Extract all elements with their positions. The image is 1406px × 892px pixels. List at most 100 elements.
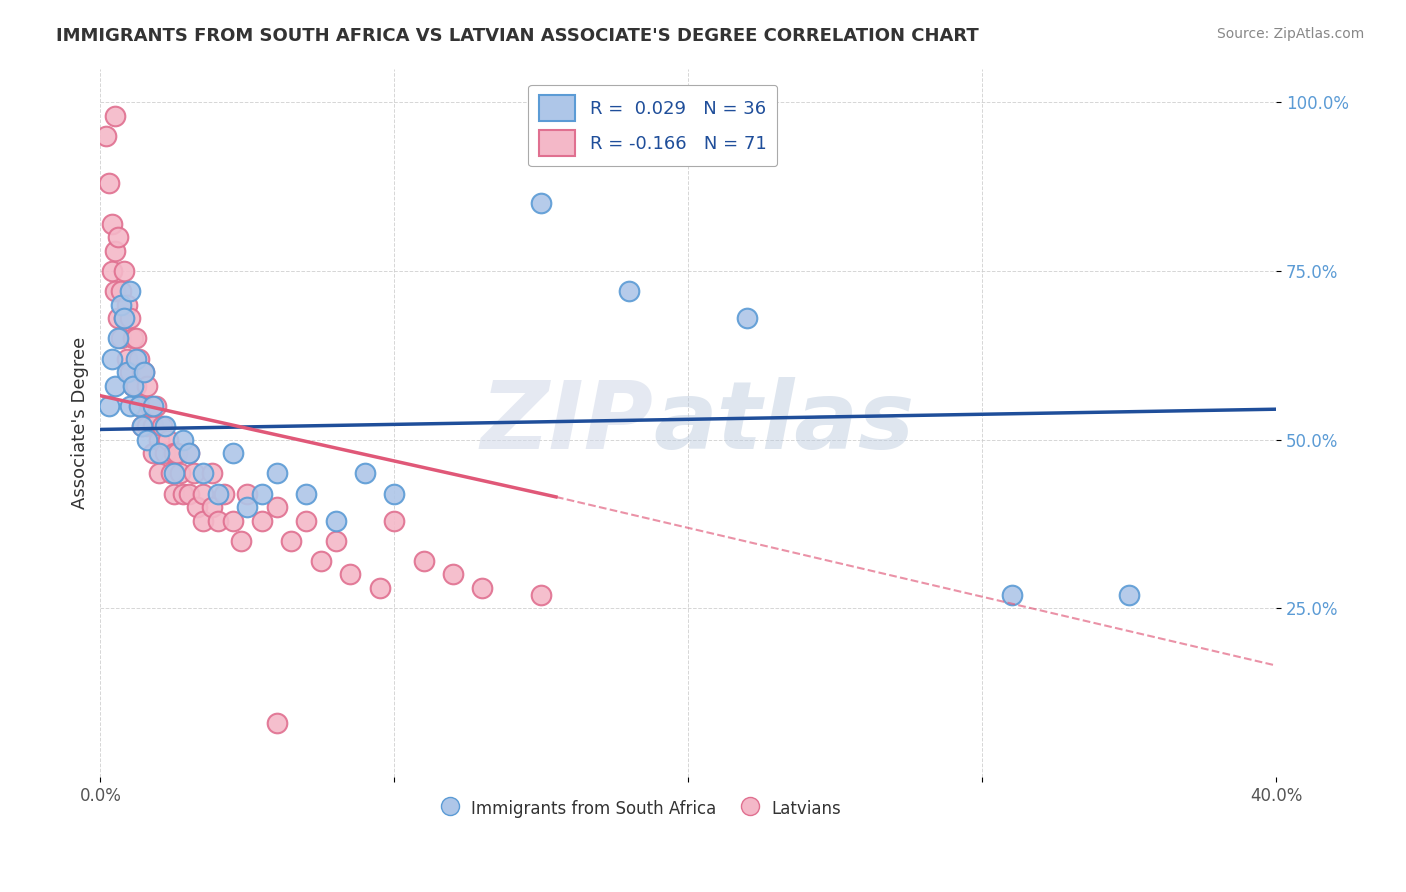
Point [98,176,121,190]
Point [735,311,758,326]
Point [163,467,186,481]
Point [368,581,391,595]
Point [212,486,235,500]
Point [131,365,153,379]
Point [266,500,288,514]
Point [266,467,288,481]
Point [193,467,215,481]
Point [163,446,186,460]
Point [177,486,200,500]
Point [183,467,205,481]
Legend: Immigrants from South Africa, Latvians: Immigrants from South Africa, Latvians [434,791,848,825]
Point [166,446,188,460]
Point [104,378,127,392]
Point [530,196,553,211]
Point [177,446,200,460]
Point [98,399,121,413]
Point [250,486,273,500]
Point [169,467,191,481]
Point [107,311,129,326]
Point [295,486,318,500]
Point [150,419,173,434]
Point [115,365,138,379]
Point [124,351,146,366]
Point [104,244,127,258]
Point [124,331,146,345]
Point [153,419,176,434]
Point [121,331,143,345]
Point [134,365,156,379]
Point [96,128,118,143]
Point [142,446,165,460]
Point [221,446,243,460]
Point [148,433,170,447]
Point [236,500,259,514]
Text: ZIP: ZIP [479,376,652,468]
Point [412,554,434,568]
Point [101,264,124,278]
Point [382,514,405,528]
Point [128,399,150,413]
Point [104,284,127,298]
Text: IMMIGRANTS FROM SOUTH AFRICA VS LATVIAN ASSOCIATE'S DEGREE CORRELATION CHART: IMMIGRANTS FROM SOUTH AFRICA VS LATVIAN … [56,27,979,45]
Point [128,351,150,366]
Point [118,365,141,379]
Point [193,486,215,500]
Point [163,486,186,500]
Point [250,514,273,528]
Point [172,433,194,447]
Point [530,588,553,602]
Point [619,284,641,298]
Point [186,500,208,514]
Point [101,351,124,366]
Point [201,500,224,514]
Point [148,446,170,460]
Point [471,581,494,595]
Point [121,378,143,392]
Point [110,331,132,345]
Point [153,446,176,460]
Point [107,331,129,345]
Point [441,567,464,582]
Point [104,109,127,123]
Point [325,533,347,548]
Y-axis label: Associate's Degree: Associate's Degree [72,336,89,508]
Point [112,264,135,278]
Point [118,284,141,298]
Point [201,467,224,481]
Point [207,514,229,528]
Point [145,399,167,413]
Point [131,419,153,434]
Point [193,514,215,528]
Point [266,715,288,730]
Point [339,567,361,582]
Point [107,230,129,244]
Point [115,351,138,366]
Point [124,378,146,392]
Point [160,467,183,481]
Point [177,446,200,460]
Point [118,399,141,413]
Point [236,486,259,500]
Point [382,486,405,500]
Point [207,486,229,500]
Point [221,514,243,528]
Point [280,533,302,548]
Point [134,365,156,379]
Point [172,486,194,500]
Point [1000,588,1022,602]
Point [139,399,162,413]
Point [309,554,332,568]
Text: Source: ZipAtlas.com: Source: ZipAtlas.com [1216,27,1364,41]
Point [118,311,141,326]
Point [1118,588,1140,602]
Point [136,378,159,392]
Point [142,419,165,434]
Point [136,419,159,434]
Point [110,284,132,298]
Point [142,399,165,413]
Point [115,298,138,312]
Point [295,514,318,528]
Point [134,399,156,413]
Point [325,514,347,528]
